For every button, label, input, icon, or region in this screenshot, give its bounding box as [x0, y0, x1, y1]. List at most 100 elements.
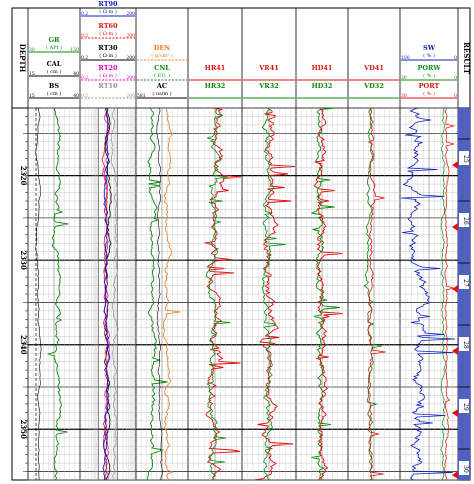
header-curve-unit-porw: ( % ) [423, 72, 435, 79]
depth-label-2350: 2350 [19, 420, 28, 440]
curve-hr41 [204, 107, 242, 481]
result-marker [452, 471, 458, 479]
curve-vr32 [261, 107, 286, 481]
header-scale-min-rt20: 0.2 [81, 75, 88, 81]
header-scale-max-porw: 0 [454, 75, 457, 81]
depth-label-2320: 2320 [19, 166, 28, 186]
header-curve-name-hd41: HD41 [312, 64, 333, 72]
header-scale-min-rt30: 0.2 [81, 55, 88, 61]
result-marker [452, 409, 458, 417]
header-scale-max-rt90: 200 [126, 11, 135, 17]
curve-cal [35, 107, 42, 481]
header-scale-max-port: 0 [454, 93, 457, 99]
header-scale-min-ac: 581 [137, 93, 146, 99]
header-curve-name-hd32: HD32 [312, 82, 333, 90]
header-scale-min-port: 30 [401, 93, 407, 99]
result-label-bg [459, 213, 469, 227]
result-marker [452, 347, 458, 355]
curve-cnl [146, 107, 168, 481]
header-curve-name-vr32: VR32 [258, 82, 279, 90]
header-curve-unit-bs: ( cm ) [47, 90, 62, 97]
header-curve-unit-sw: ( % ) [423, 52, 435, 59]
result-layer-26: 26 [462, 217, 469, 225]
depth-header-label: DEPTH [18, 44, 27, 73]
header-curve-name-rt10: RT10 [98, 82, 118, 90]
header-curve-name-ac: AC [156, 82, 167, 90]
header-curve-name-rt90: RT90 [98, 0, 118, 8]
result-layer-30: 30 [462, 465, 469, 473]
header-curve-unit-cal: ( cm ) [47, 68, 62, 75]
header-curve-name-porw: PORW [417, 64, 441, 72]
result-label-bg [459, 151, 469, 165]
result-marker [452, 285, 458, 293]
depth-track: 2320 2330 2340 2350 [19, 166, 28, 439]
curve-hd41 [313, 107, 343, 481]
curve-hd32 [311, 107, 341, 481]
curve-den [162, 107, 181, 481]
header-curve-name-gr: GR [49, 36, 61, 44]
header-curve-name-cal: CAL [47, 60, 62, 68]
depth-label-2340: 2340 [19, 335, 28, 355]
header-curve-name-rt30: RT30 [98, 44, 118, 52]
header-curve-name-rt20: RT20 [98, 64, 118, 72]
header-scale-min-cal: 15 [29, 71, 35, 77]
header-curve-unit-rt20: ( Ω·m ) [99, 72, 117, 79]
header-curve-name-rt60: RT60 [98, 22, 118, 30]
header-curve-name-bs: BS [49, 82, 59, 90]
header-curve-name-den: DEN [154, 44, 171, 52]
result-layer-29: 29 [462, 403, 469, 411]
header-scale-max-rt10: 200 [126, 93, 135, 99]
header-curve-unit-gr: ( API ) [46, 44, 62, 51]
header-scale-min-porw: 30 [401, 75, 407, 81]
header-scale-min-gr: 30 [29, 47, 35, 53]
header-curve-name-vr41: VR41 [258, 64, 279, 72]
header-curve-unit-port: ( % ) [423, 90, 435, 97]
result-layer-28: 28 [462, 341, 469, 349]
header-curve-unit-rt30: ( Ω·m ) [99, 52, 117, 59]
result-label-bg [459, 275, 469, 289]
header-curve-name-sw: SW [423, 44, 436, 52]
header-scale-max-rt20: 200 [126, 75, 135, 81]
header-curve-name-hr41: HR41 [205, 64, 226, 72]
header-curve-unit-rt90: ( Ω·m ) [99, 8, 117, 15]
result-layer-25: 25 [462, 155, 469, 163]
curve-vd41 [367, 107, 386, 481]
curve-rt10 [110, 107, 119, 481]
result-label-bg [459, 337, 469, 351]
header-curve-unit-ac: ( us/m ) [152, 90, 171, 97]
header-scale-min-rt60: 0.2 [81, 33, 88, 39]
header-curve-name-cnl: CNL [154, 64, 170, 72]
curve-hr32 [205, 107, 231, 481]
result-label-bg [459, 461, 469, 475]
result-marker [452, 223, 458, 231]
depth-label-2330: 2330 [19, 250, 28, 270]
curve-ac [156, 107, 163, 481]
curve-porw [440, 107, 447, 481]
header-curve-unit-rt60: ( Ω·m ) [99, 30, 117, 37]
result-track: 25 26 27 28 29 30 [452, 108, 470, 480]
curve-vr41 [253, 107, 296, 481]
header-scale-max-rt60: 200 [126, 33, 135, 39]
curve-gr [46, 107, 69, 481]
curve-rt90 [102, 107, 111, 481]
curve-port [444, 107, 456, 481]
curve-sw [400, 107, 456, 481]
header-scale-max-gr: 150 [70, 47, 79, 53]
header-scale-min-rt90: 0.2 [81, 11, 88, 17]
header-scale-max-cal: 40 [73, 71, 79, 77]
header-scale-min-bs: 15 [29, 93, 35, 99]
header-curve-unit-den: ( g/cm³ ) [151, 52, 173, 59]
header-curve-name-vd41: VD41 [363, 64, 384, 72]
header-scale-min-rt10: 0.2 [81, 93, 88, 99]
header-curve-name-hr32: HR32 [205, 82, 226, 90]
header-curve-name-port: PORT [419, 82, 440, 90]
result-header-label: RESULT [462, 42, 471, 75]
header-scale-max-rt30: 200 [126, 55, 135, 61]
header-scale-max-sw: 0 [454, 55, 457, 61]
result-layer-27: 27 [462, 279, 469, 287]
log-curves [35, 107, 456, 481]
header-scale-min-sw: 100 [401, 55, 410, 61]
curve-vd32 [363, 107, 382, 481]
